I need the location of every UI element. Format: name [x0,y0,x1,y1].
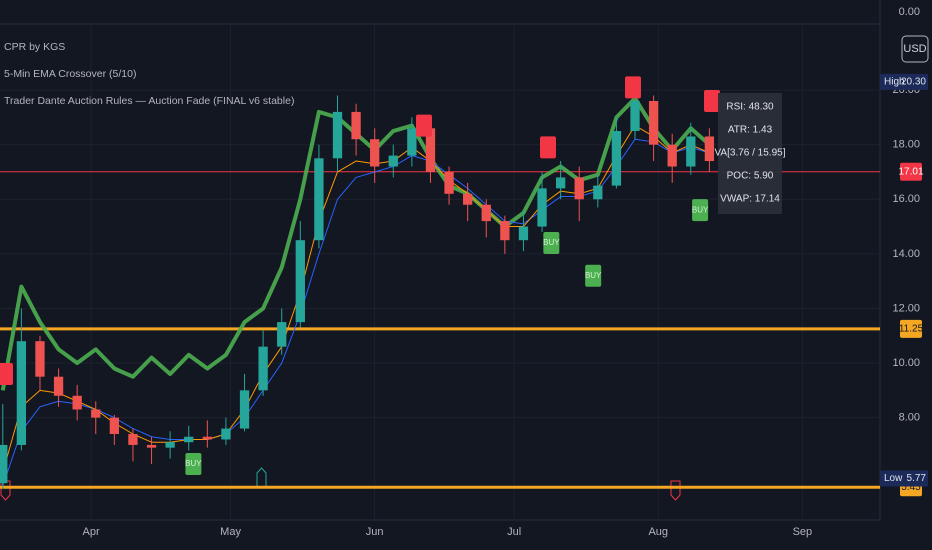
extreme-tag-box [880,73,928,90]
y-tick-label: 8.00 [899,412,920,424]
buy-signal-label: BUY [543,238,560,247]
buy-signal-box [692,199,709,222]
x-tick-label: May [220,526,241,538]
x-tick-label: Jun [366,526,384,538]
candle-body [109,417,120,435]
legend-item: Trader Dante Auction Rules — Auction Fad… [4,95,294,107]
extreme-tag-box [880,470,928,487]
indicator-line [2,125,710,473]
legend-item: CPR by KGS [4,41,65,53]
candle-body [128,434,138,445]
tooltip-box [718,93,782,214]
candle-body [16,341,27,445]
candle-body [239,390,250,429]
sell-signal-box [625,76,641,99]
x-tick-label: Apr [83,526,100,538]
candle-body [630,100,640,132]
candle-body [648,100,659,145]
candle-body [184,436,194,443]
price-tag [900,319,922,338]
buy-signal: BUY [185,453,202,476]
x-tick-label: Sep [793,526,813,538]
extreme-tag-value: 20.30 [901,77,926,88]
price-tag-label: 5.45 [901,482,921,493]
price-tag-label: 17.01 [898,166,923,177]
candle-body [370,139,380,167]
extreme-tag-value: 5.77 [907,473,927,484]
buy-signal-box [543,231,560,254]
candle-body [444,171,454,194]
tooltip-line: RSI: 48.30 [726,102,774,113]
candle-body [481,204,491,222]
tooltip-line: VA[3.76 / 15.95] [715,148,786,159]
price-tag-label: 11.25 [899,324,924,335]
tooltip-line: POC: 5.90 [727,171,774,182]
currency-label[interactable]: USD [903,43,926,55]
candle-body [463,193,473,205]
candle-body [500,221,510,241]
candle-body [72,395,82,410]
y-tick-label: 10.00 [892,357,920,369]
candle-body [258,346,268,391]
candle-body [574,177,584,200]
tooltip-line: ATR: 1.43 [728,125,773,136]
buy-signal-label: BUY [692,205,709,214]
candle-body [221,428,231,440]
buy-signal-label: BUY [585,271,602,280]
extreme-tag-name: High [884,77,905,88]
extreme-tag-name: Low [884,473,903,484]
candle-body [704,136,715,162]
candle-body [686,136,696,167]
tooltip-line: VWAP: 17.14 [720,194,780,205]
candle-body [555,177,566,189]
candle-body [351,111,361,140]
event-flags [0,467,681,501]
candle-body [146,444,157,448]
candle-body [407,128,417,156]
buy-signal: BUY [585,264,602,287]
candle-body [332,111,343,159]
candle-body [0,444,8,484]
candle-body [611,131,622,186]
candle-body [295,240,305,323]
candle-body [425,128,436,172]
candle-body [53,376,64,396]
candle-body [593,185,603,200]
y-tick-label: 16.00 [892,193,920,205]
top-scale-label: 0.00 [899,6,920,18]
candle-body [91,409,101,418]
sell-signal-box [704,89,720,112]
buy-signal-box [185,453,202,476]
legend-item: 5-Min EMA Crossover (5/10) [4,68,136,80]
buy-signal-box [585,264,602,287]
buy-signal: BUY [692,199,709,222]
x-tick-label: Jul [507,526,521,538]
buy-signal: BUY [543,231,560,254]
y-tick-label: 14.00 [892,248,920,260]
candle-body [388,155,398,167]
buy-signal-label: BUY [185,459,202,468]
candle-body [277,322,287,347]
candle-body [518,226,529,241]
candle-body [35,341,45,377]
y-tick-label: 12.00 [892,302,920,314]
sell-signal-box [416,114,432,137]
x-tick-label: Aug [648,526,668,538]
candle-body [314,158,324,241]
sell-signal-box [540,136,556,159]
y-tick-label: 18.00 [892,139,920,151]
candle-body [165,442,175,448]
candle-body [202,436,212,440]
indicator-line [2,138,710,487]
sell-signal-box [0,362,13,385]
price-tag [900,162,922,181]
currency-button[interactable] [901,35,929,63]
candle-body [537,188,547,227]
candle-body [667,144,677,167]
